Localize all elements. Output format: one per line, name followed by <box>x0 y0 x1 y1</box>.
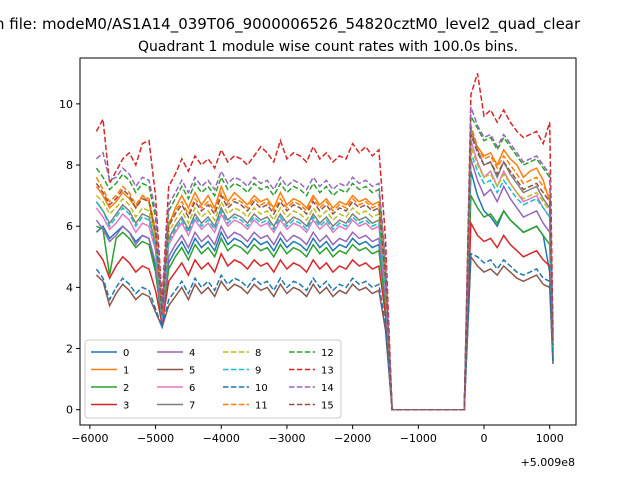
x-tick-label: −6000 <box>71 432 108 445</box>
x-axis-offset-label: +5.009e8 <box>521 456 575 469</box>
legend-label-2: 2 <box>123 383 129 394</box>
legend-label-13: 13 <box>321 366 334 377</box>
legend-label-3: 3 <box>123 401 129 412</box>
legend-label-12: 12 <box>321 348 334 359</box>
series-line-6 <box>95 140 554 411</box>
figure-suptitle: n file: modeM0/AS1A14_039T06_9000006526_… <box>0 15 581 34</box>
legend-label-7: 7 <box>189 401 195 412</box>
series-line-7 <box>95 128 554 411</box>
legend-label-15: 15 <box>321 401 334 412</box>
series-line-9 <box>95 152 554 411</box>
series-line-14 <box>95 106 554 411</box>
legend-label-5: 5 <box>189 366 195 377</box>
chart-title: Quadrant 1 module wise count rates with … <box>138 39 518 55</box>
x-tick-label: −4000 <box>203 432 240 445</box>
legend-label-9: 9 <box>255 366 261 377</box>
legend-label-8: 8 <box>255 348 261 359</box>
series-line-15 <box>95 134 554 411</box>
legend-label-6: 6 <box>189 383 195 394</box>
legend-label-14: 14 <box>321 383 334 394</box>
legend-label-11: 11 <box>255 401 268 412</box>
series-line-8 <box>95 146 554 411</box>
y-axis: 0 2 4 6 8 10 <box>59 98 80 417</box>
x-tick-label: −3000 <box>268 432 305 445</box>
series-line-12 <box>95 113 554 411</box>
x-tick-label: 0 <box>481 432 488 445</box>
axes-frame <box>79 57 577 426</box>
series-line-5 <box>95 254 554 411</box>
series-line-10 <box>95 252 554 411</box>
series-line-2 <box>96 192 554 411</box>
x-tick-label: −2000 <box>334 432 371 445</box>
plot-area <box>79 57 577 426</box>
y-tick-label: 8 <box>66 159 73 172</box>
legend-label-1: 1 <box>123 366 129 377</box>
y-tick-label: 6 <box>66 220 73 233</box>
series-line-3 <box>95 220 554 411</box>
series-layer <box>95 73 554 411</box>
y-tick-label: 2 <box>66 343 73 356</box>
series-line-4 <box>95 158 554 411</box>
x-tick-label: −5000 <box>137 432 174 445</box>
legend-box <box>84 339 342 419</box>
series-line-13 <box>95 73 554 411</box>
x-axis: −6000 −5000 −4000 −3000 −2000 −1000 0 1000 <box>71 425 564 445</box>
series-line-11 <box>95 125 554 411</box>
y-tick-label: 0 <box>66 404 73 417</box>
y-tick-label: 4 <box>66 281 73 294</box>
series-line-0 <box>95 171 554 411</box>
legend-label-0: 0 <box>123 348 129 359</box>
legend-label-10: 10 <box>255 383 268 394</box>
y-tick-label: 10 <box>59 98 73 111</box>
x-tick-label: 1000 <box>536 432 564 445</box>
x-tick-label: −1000 <box>400 432 437 445</box>
legend-label-4: 4 <box>189 348 195 359</box>
